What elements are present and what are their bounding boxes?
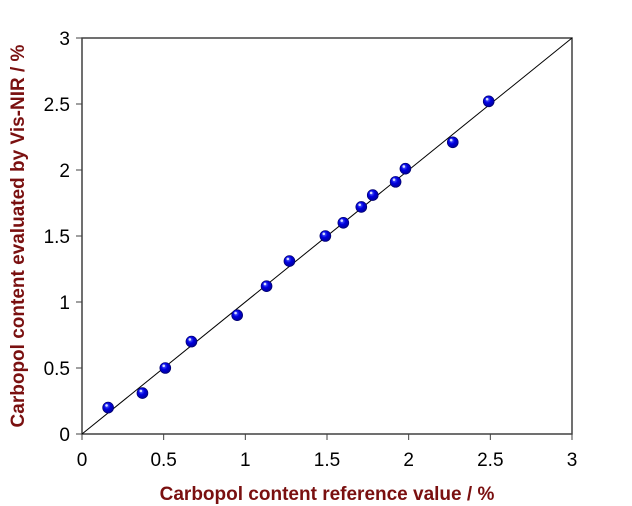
x-tick-label: 3: [567, 450, 578, 471]
y-tick-label: 1: [59, 293, 70, 314]
data-point: [260, 280, 273, 292]
x-tick-label: 2.5: [477, 450, 503, 471]
data-point: [102, 401, 114, 414]
data-point: [355, 201, 368, 213]
y-axis-title: Carbopol content evaluated by Vis-NIR / …: [8, 44, 29, 427]
x-axis-title: Carbopol content reference value / %: [160, 484, 495, 505]
data-point: [231, 309, 243, 322]
data-point: [136, 387, 149, 399]
x-tick-label: 2: [403, 450, 414, 471]
x-tick-label: 1.5: [314, 450, 340, 471]
y-tick-label: 0: [59, 425, 70, 446]
x-tick-label: 0: [77, 450, 88, 471]
data-point: [185, 335, 198, 348]
data-point: [399, 162, 412, 175]
y-tick-label: 3: [59, 29, 70, 50]
y-tick-label: 1.5: [44, 227, 70, 248]
data-point: [446, 136, 459, 149]
y-tick-label: 2.5: [44, 95, 70, 116]
x-tick-label: 1: [240, 450, 251, 471]
data-point: [337, 217, 350, 229]
data-point: [389, 176, 402, 188]
data-point: [283, 255, 296, 267]
y-axis-ticks: 0 0.5 1 1.5 2 2.5 3: [44, 29, 82, 446]
y-tick-label: 0.5: [44, 359, 70, 380]
data-point: [366, 189, 379, 201]
y-tick-label: 2: [59, 161, 70, 182]
x-tick-label: 0.5: [150, 450, 176, 471]
data-points: [102, 95, 495, 414]
data-point: [159, 362, 172, 374]
data-point: [482, 95, 495, 108]
data-point: [319, 230, 332, 242]
x-axis-ticks: 0 0.5 1 1.5 2 2.5 3: [77, 434, 578, 471]
